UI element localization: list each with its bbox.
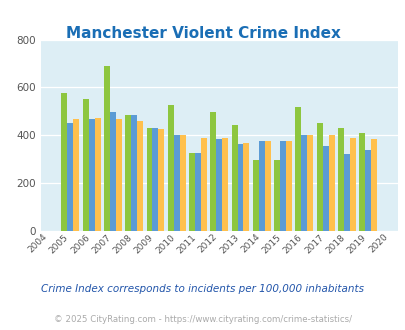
Bar <box>322 146 328 231</box>
Bar <box>104 66 110 231</box>
Bar <box>152 128 158 231</box>
Bar <box>73 119 79 231</box>
Bar <box>307 135 313 231</box>
Bar <box>115 119 122 231</box>
Bar <box>231 124 237 231</box>
Bar <box>88 118 94 231</box>
Bar <box>216 139 222 231</box>
Bar <box>358 133 364 231</box>
Bar <box>279 141 285 231</box>
Bar <box>273 160 279 231</box>
Bar <box>349 138 355 231</box>
Bar <box>337 128 343 231</box>
Bar <box>125 115 131 231</box>
Bar <box>146 128 152 231</box>
Bar <box>173 135 179 231</box>
Bar <box>301 135 307 231</box>
Bar <box>210 112 216 231</box>
Bar <box>158 129 164 231</box>
Bar <box>137 121 143 231</box>
Text: Crime Index corresponds to incidents per 100,000 inhabitants: Crime Index corresponds to incidents per… <box>41 284 364 294</box>
Text: © 2025 CityRating.com - https://www.cityrating.com/crime-statistics/: © 2025 CityRating.com - https://www.city… <box>54 315 351 324</box>
Bar <box>189 153 194 231</box>
Bar <box>285 141 291 231</box>
Bar <box>110 112 115 231</box>
Bar <box>237 145 243 231</box>
Bar <box>67 123 73 231</box>
Bar <box>370 139 376 231</box>
Bar <box>243 143 249 231</box>
Bar <box>316 123 322 231</box>
Bar <box>194 153 200 231</box>
Bar <box>61 93 67 231</box>
Bar <box>83 99 88 231</box>
Bar <box>258 141 264 231</box>
Bar <box>222 138 228 231</box>
Bar <box>167 105 173 231</box>
Bar <box>200 138 207 231</box>
Bar <box>252 160 258 231</box>
Bar <box>94 118 100 231</box>
Bar <box>264 141 270 231</box>
Bar <box>364 150 370 231</box>
Bar <box>343 154 349 231</box>
Bar <box>131 115 137 231</box>
Bar <box>328 135 334 231</box>
Bar <box>179 135 185 231</box>
Text: Manchester Violent Crime Index: Manchester Violent Crime Index <box>65 26 340 41</box>
Bar <box>295 107 301 231</box>
